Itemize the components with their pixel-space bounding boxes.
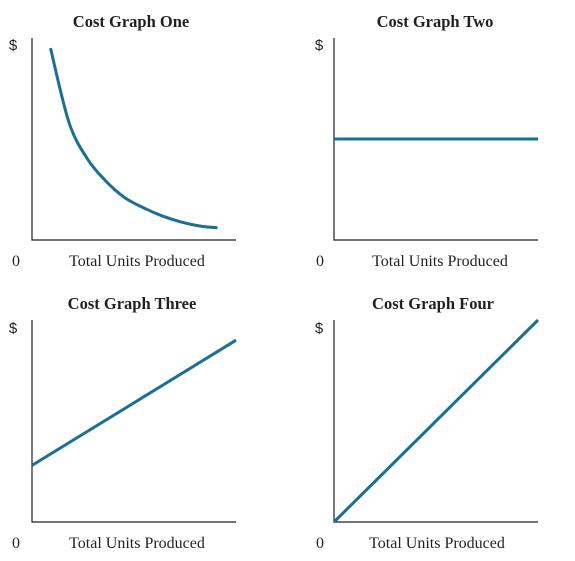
- x-axis-label: Total Units Produced: [369, 535, 505, 552]
- x-axis-label: Total Units Produced: [372, 253, 508, 270]
- axes: [31, 320, 236, 523]
- origin-label: 0: [316, 253, 324, 270]
- x-axis-label: Total Units Produced: [69, 535, 205, 552]
- y-axis-label: $: [315, 320, 324, 337]
- cost-graph-three-panel: Cost Graph Three $ 0 Total Units Produce…: [9, 294, 237, 552]
- origin-label: 0: [12, 253, 20, 270]
- axes: [31, 38, 236, 241]
- series-line: [31, 338, 237, 467]
- y-axis-label: $: [9, 37, 18, 54]
- series-line: [332, 318, 540, 524]
- series-line: [49, 47, 218, 230]
- y-axis-label: $: [315, 37, 324, 54]
- chart-title: Cost Graph Four: [372, 294, 494, 313]
- y-axis-label: $: [9, 320, 18, 337]
- axes: [333, 38, 538, 241]
- cost-graph-one-panel: Cost Graph One $ 0 Total Units Produced: [9, 12, 236, 270]
- origin-label: 0: [316, 535, 324, 552]
- x-axis-label: Total Units Produced: [69, 253, 205, 270]
- chart-title: Cost Graph Three: [68, 294, 197, 313]
- origin-label: 0: [12, 535, 20, 552]
- chart-title: Cost Graph Two: [377, 12, 494, 31]
- chart-title: Cost Graph One: [73, 12, 189, 31]
- cost-graph-four-panel: Cost Graph Four $ 0 Total Units Produced: [315, 294, 540, 552]
- cost-graph-two-panel: Cost Graph Two $ 0 Total Units Produced: [315, 12, 538, 270]
